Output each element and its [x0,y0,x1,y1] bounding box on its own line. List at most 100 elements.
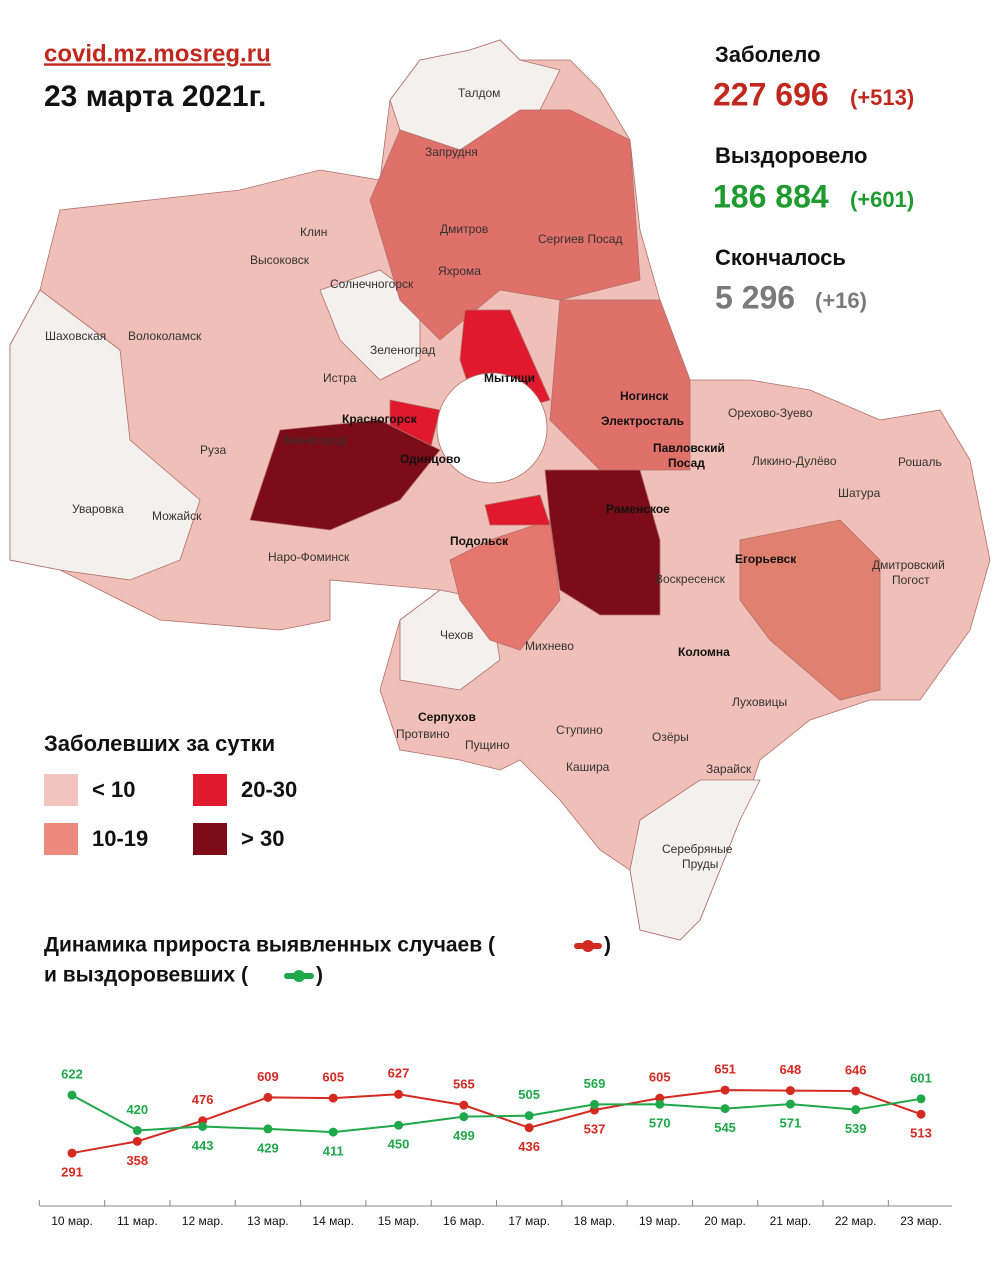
x-tick-label: 15 мар. [378,1214,420,1228]
map [9,39,991,941]
data-label: 646 [845,1062,867,1077]
x-tick-label: 22 мар. [835,1214,877,1228]
city-label: Михнево [525,639,574,653]
city-label: Звенигород [282,433,346,447]
x-tick-label: 11 мар. [117,1214,158,1228]
city-label: Сергиев Посад [538,232,622,246]
point [916,1109,926,1119]
data-label: 420 [126,1102,148,1117]
x-tick-label: 14 мар. [312,1214,354,1228]
stat-delta: (+16) [815,288,867,313]
point [589,1099,599,1109]
stat-label: Заболело [715,42,821,67]
stat-delta: (+601) [850,187,914,212]
stat-value: 227 696 [713,76,829,112]
point [263,1092,273,1102]
stat-value: 5 296 [715,279,795,315]
city-label: Погост [892,573,930,587]
chart-title: Динамика прироста выявленных случаев ( )… [44,934,611,987]
x-tick-label: 21 мар. [770,1214,812,1228]
legend-label: 10-19 [92,826,148,851]
data-label: 539 [845,1121,867,1136]
region [549,299,691,471]
data-label: 565 [453,1077,475,1092]
x-tick-label: 18 мар. [574,1214,616,1228]
city-label: Егорьевск [735,552,797,566]
city-label: Раменское [606,502,670,516]
stats: Заболело 227 696 (+513) Выздоровело 186 … [713,42,914,316]
moscow [436,372,548,484]
chart-title-line: Динамика прироста выявленных случаев ( [44,934,495,957]
city-label: Шаховская [45,329,106,343]
region [249,419,441,531]
point [132,1136,142,1146]
point [916,1094,926,1104]
city-label: Ликино-Дулёво [752,454,837,468]
point [720,1104,730,1114]
city-label: Высоковск [250,253,310,267]
data-label: 476 [192,1092,214,1107]
city-label: Зеленоград [370,343,435,357]
city-label: Дмитров [440,222,488,236]
data-label: 605 [649,1070,671,1085]
point [720,1085,730,1095]
data-label: 411 [323,1144,344,1159]
x-tick-label: 19 мар. [639,1214,681,1228]
data-label: 601 [910,1070,932,1085]
city-label: Руза [200,443,227,457]
point [655,1099,665,1109]
x-tick-label: 13 мар. [247,1214,289,1228]
line [71,1094,922,1134]
point [785,1086,795,1096]
city-label: Одинцово [400,452,461,466]
city-label: Кашира [566,760,610,774]
point [198,1121,208,1131]
city-label: Клин [300,225,327,239]
site-link[interactable]: covid.mz.mosreg.ru [44,40,271,67]
point [851,1086,861,1096]
city-label: Шатура [838,486,881,500]
region [449,519,561,651]
data-label: 358 [126,1153,148,1168]
city-label: Зарайск [706,762,752,776]
city-label: Серпухов [418,710,476,724]
point [394,1120,404,1130]
point [459,1100,469,1110]
x-tick-label: 23 мар. [900,1214,942,1228]
city-label: Серебряные [662,842,733,856]
city-label: Яхрома [438,264,481,278]
chart-title-line: ) [316,964,323,987]
city-label: Дмитровский [872,558,945,572]
city-label: Воскресенск [655,572,726,586]
point [67,1148,77,1158]
legend-title: Заболевших за сутки [44,731,275,756]
legend: Заболевших за сутки < 10 10-19 20-30 > 3… [44,731,297,855]
region [629,779,761,941]
stat-label: Скончалось [715,245,846,270]
city-label: Красногорск [342,412,418,426]
legend-swatch [193,774,227,806]
city-label: Протвино [396,727,450,741]
point [328,1127,338,1137]
data-label: 436 [518,1139,540,1154]
data-label: 609 [257,1069,279,1084]
city-label: Можайск [152,509,202,523]
legend-icon [284,970,314,982]
data-label: 569 [584,1076,606,1091]
x-tick-label: 16 мар. [443,1214,485,1228]
data-label: 571 [780,1116,802,1131]
date: 23 марта 2021г. [44,80,266,113]
x-tick-label: 17 мар. [508,1214,550,1228]
x-tick-label: 12 мар. [182,1214,224,1228]
city-label: Мытищи [484,371,535,385]
data-label: 627 [388,1066,410,1081]
point [394,1089,404,1099]
data-label: 648 [780,1062,802,1077]
point [524,1111,534,1121]
x-tick-label: 20 мар. [704,1214,746,1228]
city-label: Электросталь [601,414,684,428]
data-label: 513 [910,1126,932,1141]
legend-label: > 30 [241,826,284,851]
city-label: Рошаль [898,455,942,469]
